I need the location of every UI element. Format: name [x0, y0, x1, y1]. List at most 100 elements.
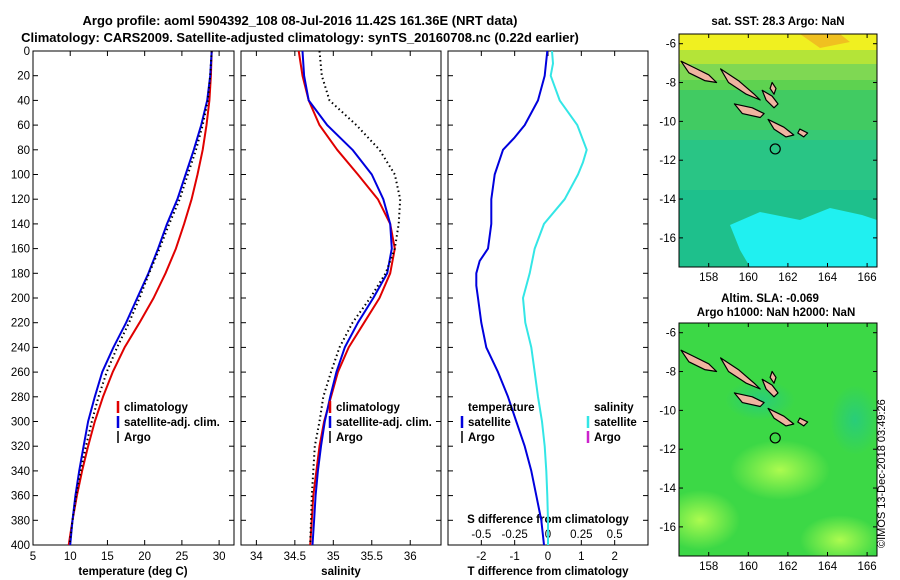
sst-map-frame	[678, 33, 878, 268]
island	[797, 417, 809, 427]
top-x-tick-label: 0.25	[570, 529, 592, 541]
map-y-tick-label: -14	[659, 194, 676, 206]
x-tick-label: 35	[327, 551, 340, 563]
y-tick-label: 0	[24, 46, 30, 58]
temperature-legend: climatology satellite-adj. clim. Argo	[116, 401, 220, 444]
map-y-tick-label: -10	[659, 405, 676, 417]
series-line-climatology	[67, 51, 213, 545]
series-line-t-satellite	[475, 51, 549, 545]
island	[719, 357, 761, 390]
island	[719, 68, 761, 101]
sst-map	[679, 34, 877, 267]
temperature-plot-frame	[32, 50, 235, 546]
difference-ticks: -2 -1 0 1 2-0.5 -0.25 0 0.25 0.5	[448, 50, 648, 563]
map-y-tick-label: -14	[659, 483, 676, 495]
imos-credit: ©IMOS 13-Dec-2018 03:49:26	[876, 399, 888, 548]
y-tick-label: 260	[11, 367, 30, 379]
y-tick-label: 60	[17, 120, 30, 132]
x-tick-label: 15	[101, 551, 114, 563]
temperature-series	[67, 51, 213, 545]
x-tick-label: 25	[175, 551, 188, 563]
map-x-tick-label: 160	[739, 561, 758, 573]
map-x-tick-label: 166	[858, 272, 877, 284]
y-tick-label: 40	[17, 95, 30, 107]
x-tick-label: 35.5	[361, 551, 383, 563]
y-tick-label: 380	[11, 515, 30, 527]
top-x-tick-label: -0.25	[502, 529, 528, 541]
sla-map-frame	[678, 322, 878, 557]
map-x-tick-label: 166	[858, 561, 877, 573]
legend-label: satellite	[594, 417, 637, 429]
series-line-satellite-adj-clim-	[301, 51, 393, 545]
x-tick-label: 5	[30, 551, 36, 563]
island	[733, 392, 765, 408]
map-x-tick-label: 162	[778, 272, 797, 284]
sla-map-title-1: Altim. SLA: -0.069	[721, 293, 819, 305]
x-tick-label: 30	[213, 551, 226, 563]
legend-label: satellite-adj. clim.	[124, 417, 220, 429]
sla-high-blob	[800, 515, 877, 556]
map-x-tick-label: 162	[778, 561, 797, 573]
map-x-tick-label: 160	[739, 272, 758, 284]
salinity-series	[297, 51, 402, 545]
sst-hot-patch	[800, 34, 850, 48]
map-y-tick-label: -16	[659, 522, 676, 534]
legend-title-salinity: salinity	[594, 402, 634, 414]
map-y-tick-label: -8	[666, 367, 676, 379]
y-tick-label: 220	[11, 318, 30, 330]
y-tick-label: 100	[11, 170, 30, 182]
y-tick-label: 180	[11, 268, 30, 280]
legend-label: Argo	[336, 432, 363, 444]
x-tick-label: 20	[138, 551, 151, 563]
island	[680, 60, 718, 84]
y-tick-label: 400	[11, 540, 30, 552]
island	[761, 89, 779, 109]
map-y-tick-label: -6	[666, 39, 676, 51]
sla-high-blob	[730, 440, 830, 500]
island	[733, 103, 765, 119]
legend-label: climatology	[124, 402, 189, 414]
difference-series	[475, 51, 588, 545]
legend-label: Argo	[468, 432, 495, 444]
sla-map-islands	[680, 349, 809, 427]
sla-map-ticks: 158 160 162 164 166 -6 -8 -10 -12 -14 -16	[659, 323, 877, 573]
map-x-tick-label: 164	[818, 272, 838, 284]
map-y-tick-label: -16	[659, 233, 676, 245]
title-line-1: Argo profile: aoml 5904392_108 08-Jul-20…	[83, 13, 518, 28]
y-tick-label: 140	[11, 219, 30, 231]
island	[767, 118, 795, 138]
sst-map-title: sat. SST: 28.3 Argo: NaN	[711, 16, 844, 28]
y-tick-label: 320	[11, 441, 30, 453]
sst-cool-patch	[730, 208, 877, 267]
map-y-tick-label: -6	[666, 328, 676, 340]
sst-band-4	[679, 130, 877, 190]
x-tick-label: 1	[578, 551, 584, 563]
x-tick-label: 2	[611, 551, 617, 563]
series-line-argo	[68, 51, 213, 545]
legend-label: climatology	[336, 402, 401, 414]
legend-title-temperature: temperature	[468, 402, 534, 414]
y-tick-label: 160	[11, 244, 30, 256]
sla-low-blob	[830, 385, 877, 455]
temperature-xlabel: temperature (deg C)	[78, 566, 187, 578]
x-tick-label: 34	[250, 551, 263, 563]
legend-label: Argo	[594, 432, 621, 444]
title-line-2: Climatology: CARS2009. Satellite-adjuste…	[21, 30, 579, 45]
map-y-tick-label: -10	[659, 116, 676, 128]
y-tick-label: 120	[11, 194, 30, 206]
map-y-tick-label: -12	[659, 155, 676, 167]
difference-xlabel: T difference from climatology	[467, 566, 629, 578]
series-line-s-satellite	[522, 51, 588, 545]
island	[680, 349, 718, 373]
sla-high-blob	[679, 490, 740, 550]
top-x-tick-label: -0.5	[471, 529, 491, 541]
legend-label: satellite	[468, 417, 511, 429]
top-x-tick-label: 0.5	[607, 529, 623, 541]
salinity-xlabel: salinity	[321, 566, 361, 578]
y-tick-label: 300	[11, 417, 30, 429]
series-line-argo	[309, 51, 402, 545]
sla-map	[679, 323, 877, 556]
x-tick-label: -2	[476, 551, 486, 563]
island	[769, 81, 777, 95]
